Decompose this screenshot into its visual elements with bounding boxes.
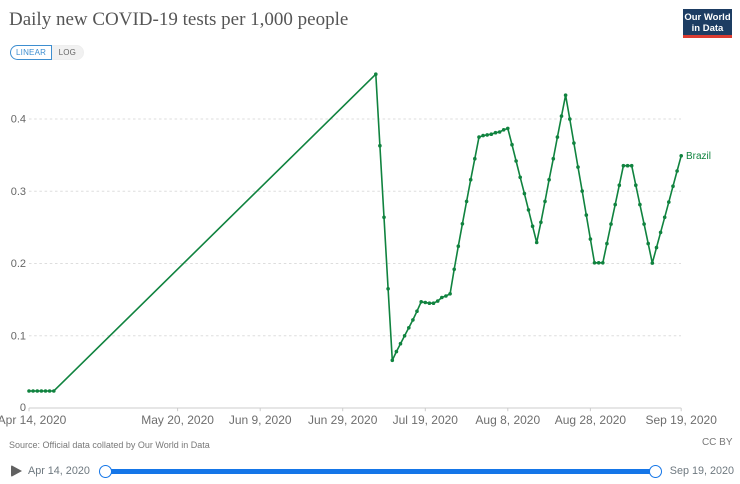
svg-text:0: 0 [20,402,26,414]
svg-text:0.1: 0.1 [11,331,26,343]
svg-text:Jun 29, 2020: Jun 29, 2020 [308,413,378,427]
svg-text:Sep 19, 2020: Sep 19, 2020 [645,413,717,427]
svg-text:Aug 8, 2020: Aug 8, 2020 [475,413,540,427]
svg-text:Jun 9, 2020: Jun 9, 2020 [229,413,292,427]
svg-text:0.4: 0.4 [11,114,26,126]
svg-text:Brazil: Brazil [686,151,711,162]
svg-text:0.2: 0.2 [11,258,26,270]
svg-text:Apr 14, 2020: Apr 14, 2020 [0,413,67,427]
svg-text:Jul 19, 2020: Jul 19, 2020 [393,413,459,427]
svg-text:Aug 28, 2020: Aug 28, 2020 [555,413,627,427]
svg-text:0.3: 0.3 [11,186,26,198]
svg-text:May 20, 2020: May 20, 2020 [141,413,214,427]
